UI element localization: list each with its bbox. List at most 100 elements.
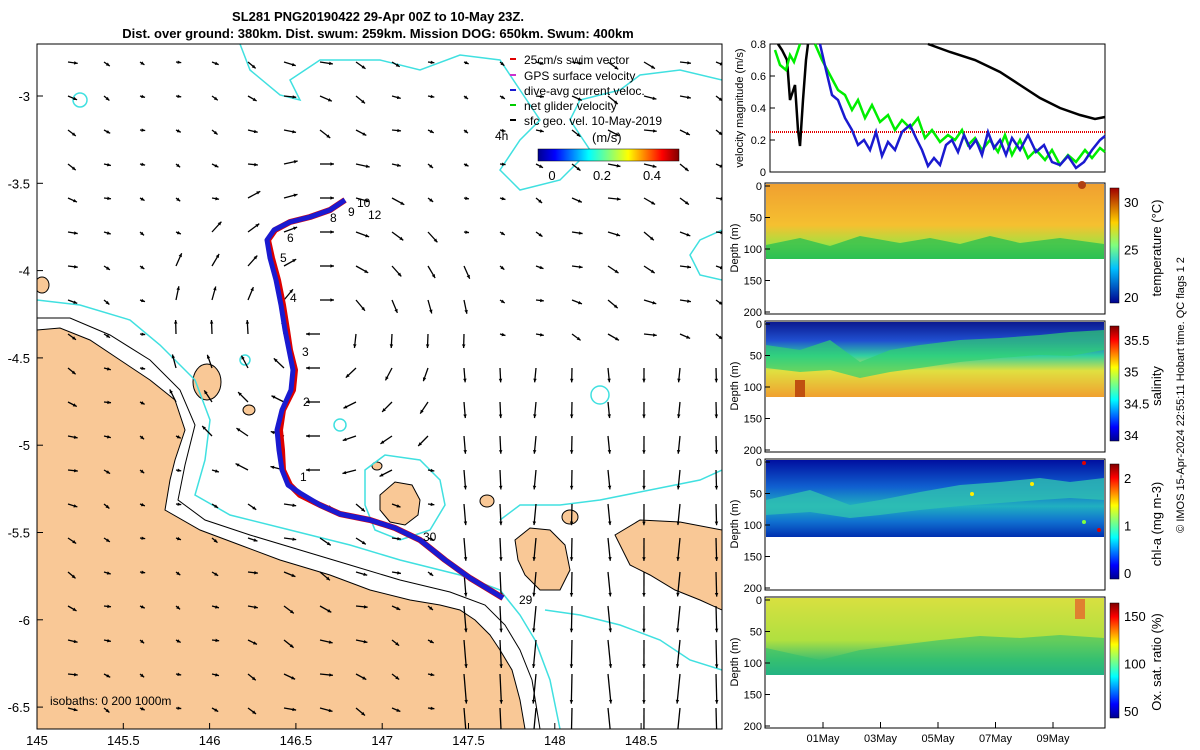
map-y-tick: -5: [18, 438, 30, 453]
map-y-tick: -3.5: [8, 176, 30, 191]
oxygen-panel: [764, 596, 1120, 729]
map-x-tick: 147.5: [452, 733, 485, 748]
map-frame: [36, 43, 723, 730]
temperature-cbar-label: temperature (°C): [1149, 200, 1164, 297]
depth-tick: 150: [744, 690, 762, 702]
day-label: 12: [368, 208, 382, 222]
legend-dive-avg-current: dive-avg current veloc.: [524, 84, 645, 98]
salinity-panel: [764, 320, 1120, 453]
depth-tick: 0: [756, 181, 762, 193]
land-island-mid: [379, 481, 421, 526]
depth-tick: 200: [744, 583, 762, 595]
section-labels: Depth (m) Depth (m) Depth (m) Depth (m) …: [729, 200, 1187, 711]
map-y-tick: -3: [18, 89, 30, 104]
day-label: 9: [348, 205, 355, 219]
map-y-tick: -4: [18, 264, 30, 279]
velocity-black-line: [776, 42, 1106, 147]
colorbar-tick: 1: [1124, 519, 1131, 534]
velocity-y-tick: 0.4: [751, 103, 766, 115]
velocity-panel: velocity magnitude (m/s) 0 0.2 0.4 0.6 0.8: [734, 39, 1106, 179]
legend-gps-velocity: GPS surface velocity: [524, 69, 635, 83]
colorbar-tick: 0.2: [593, 168, 611, 183]
depth-tick: 50: [750, 489, 762, 501]
velocity-y-tick: 0.8: [751, 39, 766, 51]
map-x-tick: 148.5: [625, 733, 658, 748]
map-x-tick: 145: [26, 733, 48, 748]
day-labels: 10 9 12 8 6 5 4 3 2 1 30 29: [280, 196, 533, 607]
time-tick: 03May: [864, 733, 898, 745]
day-label: 2: [303, 395, 310, 409]
map-x-tick: 146.5: [280, 733, 313, 748]
day-label: 8: [330, 211, 337, 225]
map-y-tick: -5.5: [8, 526, 30, 541]
depth-tick: 150: [744, 552, 762, 564]
depth-tick: 150: [744, 414, 762, 426]
colorbar-tick: 34: [1124, 428, 1138, 443]
chla-ylabel: Depth (m): [729, 500, 741, 549]
map-y-tick: -6: [18, 613, 30, 628]
colorbar-tick: 35: [1124, 365, 1138, 380]
velocity-y-tick: 0.6: [751, 71, 766, 83]
title-line-2: Dist. over ground: 380km. Dist. swum: 25…: [122, 26, 634, 41]
oxygen-ylabel: Depth (m): [729, 638, 741, 687]
chla-panel: [764, 458, 1120, 591]
map-x-tick: 147: [371, 733, 393, 748]
depth-tick: 50: [750, 351, 762, 363]
map-legend: 25cm/s swim vector GPS surface velocity …: [495, 53, 680, 183]
map-y-axis: -3 -3.5 -4 -4.5 -5 -5.5 -6 -6.5: [8, 89, 43, 715]
map-x-tick: 146: [199, 733, 221, 748]
oxygen-cbar-label: Ox. sat. ratio (%): [1149, 613, 1164, 711]
salinity-cbar-label: salinity: [1149, 366, 1164, 406]
depth-tick: 100: [744, 244, 762, 256]
depth-tick: 50: [750, 627, 762, 639]
colorbar-tick: 25: [1124, 243, 1138, 258]
land-mainland: [37, 327, 526, 729]
colorbar-title: (m/s): [592, 130, 622, 145]
day-label: 6: [287, 231, 294, 245]
geostrophic-velocity-arrows: [67, 60, 722, 729]
time-tick: 05May: [921, 733, 955, 745]
colorbar-tick: 34.5: [1124, 396, 1149, 411]
temperature-ylabel: Depth (m): [729, 224, 741, 273]
section-panels: [764, 181, 1120, 729]
day-label: 29: [519, 593, 533, 607]
velocity-ylabel: velocity magnitude (m/s): [734, 48, 746, 167]
depth-tick: 150: [744, 276, 762, 288]
isobaths-label: isobaths: 0 200 1000m: [50, 694, 171, 708]
colorbar-tick: 35.5: [1124, 333, 1149, 348]
depth-tick: 100: [744, 382, 762, 394]
time-tick: 01May: [806, 733, 840, 745]
time-tick: 09May: [1036, 733, 1070, 745]
depth-tick: 200: [744, 307, 762, 319]
velocity-y-tick: 0.2: [751, 135, 766, 147]
depth-tick: 100: [744, 658, 762, 670]
depth-tick: 200: [744, 721, 762, 733]
velocity-green-line: [773, 43, 1106, 168]
colorbar-tick: 150: [1124, 609, 1146, 624]
time-axis: 01May 03May 05May 07May 09May: [806, 722, 1070, 745]
day-label: 1: [300, 470, 307, 484]
legend-net-glider-velocity: net glider velocity: [524, 99, 617, 113]
map-y-tick: -4.5: [8, 351, 30, 366]
map-x-tick: 145.5: [107, 733, 140, 748]
title-line-1: SL281 PNG20190422 29-Apr 00Z to 10-May 2…: [232, 9, 524, 24]
time-tick: 07May: [979, 733, 1013, 745]
speed-colorbar: [537, 148, 680, 162]
imos-footer: © IMOS 15-Apr-2024 22:55:11 Hobart time.…: [1175, 257, 1187, 533]
map-x-axis: 145 145.5 146 146.5 147 147.5 148 148.5: [26, 723, 657, 748]
map-y-tick: -6.5: [8, 700, 30, 715]
map-x-tick: 148: [544, 733, 566, 748]
day-label: 10: [357, 196, 371, 210]
land-island-east: [614, 519, 722, 611]
map-panel: isobaths: 0 200 1000m: [37, 44, 722, 729]
offset-label: 4h: [495, 129, 508, 143]
day-label: 5: [280, 251, 287, 265]
chla-cbar-label: chl-a (mg m-3): [1149, 482, 1164, 567]
section-depth-ticks: 0501001502000501001502000501001502000501…: [744, 181, 770, 733]
depth-tick: 100: [744, 520, 762, 532]
day-label: 30: [423, 530, 437, 544]
colorbar-tick: 0.4: [643, 168, 661, 183]
velocity-blue-line: [818, 43, 1106, 170]
velocity-y-tick: 0: [760, 167, 766, 179]
depth-tick: 50: [750, 213, 762, 225]
